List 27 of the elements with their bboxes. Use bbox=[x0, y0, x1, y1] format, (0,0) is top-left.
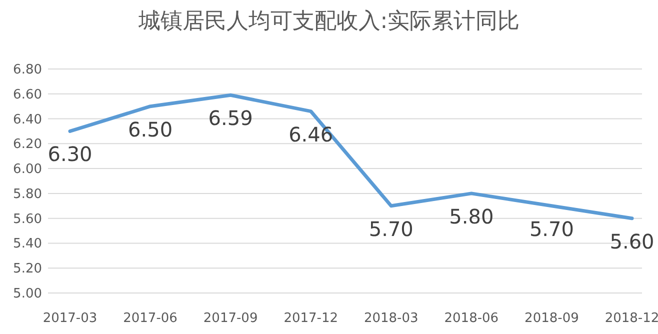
y-tick-label: 5.20 bbox=[13, 262, 42, 277]
data-label: 6.30 bbox=[48, 142, 92, 166]
data-label: 6.46 bbox=[288, 122, 334, 146]
y-tick-label: 6.20 bbox=[13, 137, 42, 152]
data-label: 5.60 bbox=[610, 229, 654, 254]
chart-title: 城镇居民人均可支配收入:实际累计同比 bbox=[137, 9, 520, 34]
y-tick-label: 6.40 bbox=[13, 112, 42, 128]
x-tick-label: 2018-06 bbox=[444, 311, 499, 326]
data-label: 5.70 bbox=[368, 216, 414, 241]
y-tick-label: 5.00 bbox=[13, 286, 42, 302]
x-tick-label: 2017-03 bbox=[42, 311, 98, 326]
data-label: 5.70 bbox=[529, 216, 574, 241]
data-label: 5.80 bbox=[449, 204, 494, 228]
x-tick-label: 2018-09 bbox=[524, 311, 579, 326]
y-tick-label: 5.80 bbox=[13, 186, 42, 202]
y-tick-label: 5.60 bbox=[13, 212, 42, 227]
x-tick-label: 2018-12 bbox=[604, 311, 658, 326]
data-label: 6.59 bbox=[208, 106, 253, 130]
y-tick-label: 6.80 bbox=[13, 62, 42, 78]
data-label: 6.50 bbox=[128, 117, 173, 142]
x-tick-label: 2017-09 bbox=[203, 311, 258, 326]
y-tick-label: 6.60 bbox=[13, 87, 42, 102]
x-tick-label: 2018-03 bbox=[364, 311, 418, 326]
y-tick-label: 6.00 bbox=[13, 162, 42, 178]
x-tick-label: 2017-12 bbox=[284, 311, 338, 326]
y-tick-label: 5.40 bbox=[13, 236, 42, 252]
x-tick-label: 2017-06 bbox=[123, 311, 178, 326]
